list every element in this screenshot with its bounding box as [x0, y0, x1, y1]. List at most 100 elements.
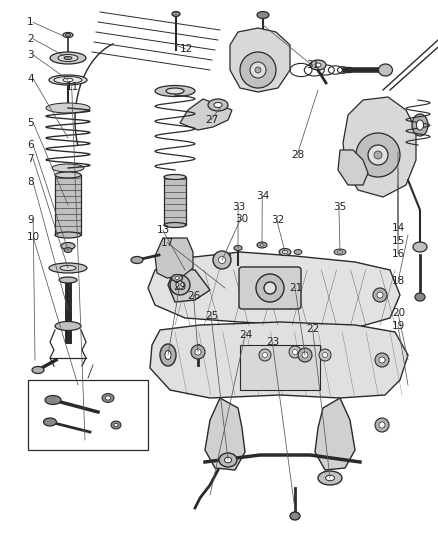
- Text: 11: 11: [66, 82, 79, 92]
- Ellipse shape: [32, 367, 44, 374]
- Text: 22: 22: [307, 325, 320, 334]
- Ellipse shape: [283, 251, 287, 254]
- Ellipse shape: [55, 172, 81, 178]
- Text: 1: 1: [27, 18, 34, 27]
- Text: 32: 32: [271, 215, 284, 224]
- Text: 9: 9: [27, 215, 34, 224]
- Ellipse shape: [54, 77, 82, 84]
- Circle shape: [368, 145, 388, 165]
- Text: 2: 2: [27, 34, 34, 44]
- Text: 4: 4: [27, 74, 34, 84]
- Text: 14: 14: [392, 223, 405, 233]
- Ellipse shape: [415, 293, 425, 301]
- Circle shape: [289, 346, 301, 358]
- Circle shape: [262, 352, 268, 358]
- Ellipse shape: [172, 12, 180, 17]
- Circle shape: [379, 357, 385, 363]
- Ellipse shape: [63, 78, 73, 82]
- Ellipse shape: [225, 457, 232, 463]
- Text: 18: 18: [392, 277, 405, 286]
- Bar: [164, 177, 186, 225]
- Ellipse shape: [417, 120, 424, 130]
- Circle shape: [191, 345, 205, 359]
- Ellipse shape: [160, 344, 176, 366]
- Ellipse shape: [164, 222, 186, 228]
- Text: 15: 15: [392, 236, 405, 246]
- Ellipse shape: [46, 103, 90, 113]
- Ellipse shape: [214, 102, 222, 108]
- Ellipse shape: [257, 12, 269, 19]
- Text: 27: 27: [205, 115, 218, 125]
- Circle shape: [255, 67, 261, 73]
- Ellipse shape: [413, 242, 427, 252]
- Ellipse shape: [165, 351, 171, 359]
- Circle shape: [170, 275, 190, 295]
- Text: 6: 6: [27, 140, 34, 150]
- Ellipse shape: [334, 249, 346, 255]
- Ellipse shape: [175, 277, 179, 279]
- Ellipse shape: [50, 52, 86, 64]
- Ellipse shape: [49, 263, 87, 273]
- Ellipse shape: [52, 164, 84, 172]
- Ellipse shape: [45, 395, 61, 405]
- Polygon shape: [155, 238, 193, 278]
- Circle shape: [377, 292, 383, 298]
- FancyBboxPatch shape: [239, 267, 301, 309]
- Text: 31: 31: [306, 60, 319, 70]
- Ellipse shape: [279, 248, 291, 255]
- Ellipse shape: [219, 453, 237, 467]
- Circle shape: [213, 251, 231, 269]
- Text: 16: 16: [392, 249, 405, 259]
- Ellipse shape: [234, 246, 242, 251]
- Text: 12: 12: [180, 44, 193, 54]
- Circle shape: [302, 352, 308, 358]
- Circle shape: [375, 353, 389, 367]
- Ellipse shape: [55, 321, 81, 330]
- Ellipse shape: [71, 382, 85, 389]
- Circle shape: [374, 151, 382, 159]
- Ellipse shape: [66, 34, 71, 36]
- Circle shape: [250, 62, 266, 78]
- Polygon shape: [205, 398, 245, 470]
- Circle shape: [379, 422, 385, 428]
- Ellipse shape: [63, 33, 73, 37]
- Circle shape: [293, 350, 297, 354]
- Ellipse shape: [102, 393, 114, 402]
- Polygon shape: [150, 322, 408, 398]
- Text: 23: 23: [266, 337, 279, 347]
- Circle shape: [373, 288, 387, 302]
- Ellipse shape: [49, 75, 87, 85]
- Text: 25: 25: [205, 311, 218, 320]
- Polygon shape: [180, 99, 232, 130]
- Ellipse shape: [155, 85, 195, 96]
- Ellipse shape: [260, 244, 264, 246]
- Circle shape: [195, 349, 201, 355]
- Ellipse shape: [412, 114, 428, 136]
- Text: 35: 35: [333, 202, 346, 212]
- Polygon shape: [148, 252, 400, 328]
- Ellipse shape: [64, 56, 72, 60]
- Text: 8: 8: [27, 177, 34, 187]
- Polygon shape: [343, 97, 416, 197]
- Ellipse shape: [310, 60, 326, 70]
- Ellipse shape: [257, 242, 267, 248]
- Text: 29: 29: [173, 282, 187, 292]
- Ellipse shape: [106, 396, 110, 400]
- Text: 30: 30: [235, 214, 248, 223]
- Text: 17: 17: [161, 238, 174, 247]
- Text: 34: 34: [256, 191, 269, 201]
- Bar: [55, 175, 81, 235]
- Text: 19: 19: [392, 321, 405, 331]
- Text: 5: 5: [27, 118, 34, 127]
- Ellipse shape: [290, 512, 300, 520]
- Bar: [240, 345, 320, 390]
- Ellipse shape: [325, 475, 335, 481]
- Ellipse shape: [64, 247, 72, 253]
- Text: 24: 24: [239, 330, 252, 340]
- Ellipse shape: [318, 471, 342, 485]
- Polygon shape: [315, 398, 355, 470]
- Circle shape: [176, 281, 184, 289]
- Text: 3: 3: [27, 50, 34, 60]
- Polygon shape: [168, 268, 210, 302]
- Ellipse shape: [75, 384, 81, 386]
